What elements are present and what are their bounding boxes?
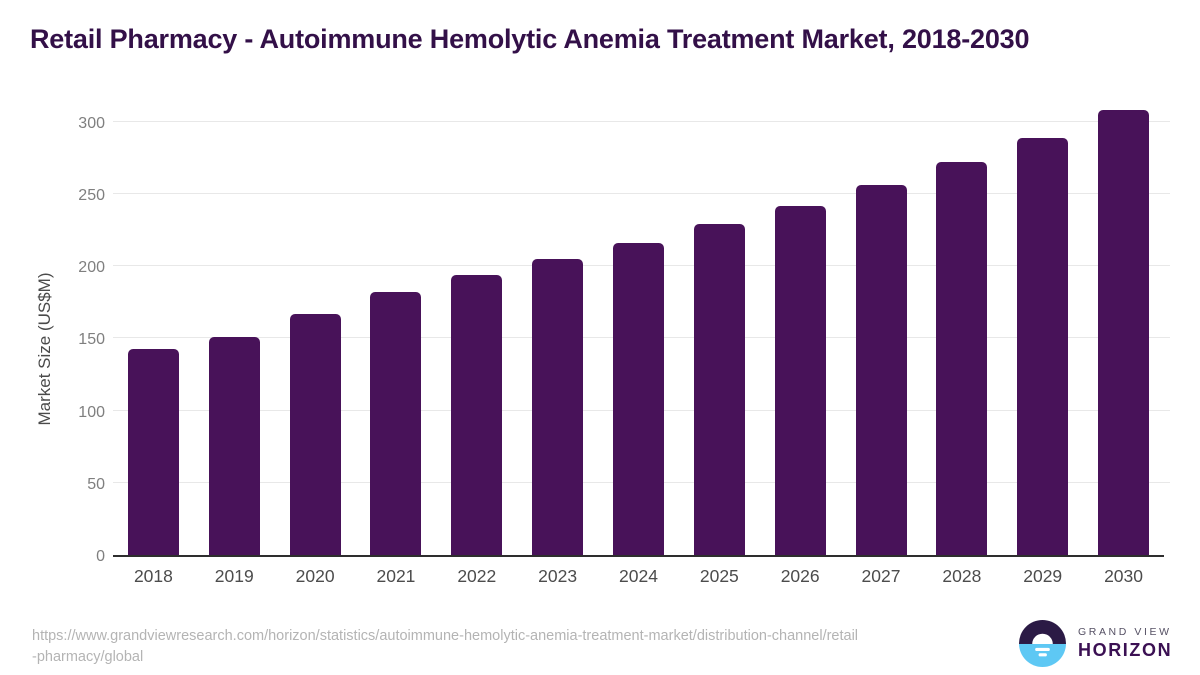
logo-horizon-text: HORIZON: [1078, 640, 1173, 660]
bar-slot-2024: [598, 95, 679, 555]
bar-slot-2022: [436, 95, 517, 555]
bar-2018: [127, 348, 179, 555]
bar-2020: [289, 313, 341, 555]
bar-2021: [370, 292, 422, 555]
x-tick-2027: 2027: [861, 566, 901, 586]
bar-2026: [774, 205, 826, 555]
source-url: https://www.grandviewresearch.com/horizo…: [32, 626, 858, 668]
bars-layer: [113, 95, 1164, 555]
x-tick-2020: 2020: [295, 566, 335, 586]
bar-2030: [1098, 110, 1150, 555]
y-tick-150: 150: [78, 331, 105, 349]
x-tick-2025: 2025: [699, 566, 739, 586]
x-tick-2022: 2022: [457, 566, 497, 586]
x-tick-2019: 2019: [214, 566, 254, 586]
bar-2019: [208, 337, 260, 555]
y-tick-250: 250: [78, 187, 105, 205]
y-tick-300: 300: [78, 114, 105, 132]
x-tick-2026: 2026: [780, 566, 820, 586]
y-tick-200: 200: [78, 259, 105, 277]
bar-slot-2020: [275, 95, 356, 555]
horizon-sunrise-logo-icon: [1019, 620, 1066, 667]
bar-slot-2018: [113, 95, 194, 555]
plot-area: [113, 95, 1170, 557]
x-tick-2018: 2018: [133, 566, 173, 586]
bar-slot-2030: [1083, 95, 1164, 555]
source-url-line-2: -pharmacy/global: [32, 649, 144, 665]
gridline-250: [113, 193, 1170, 195]
bar-slot-2028: [921, 95, 1002, 555]
bar-slot-2026: [760, 95, 841, 555]
bar-2022: [451, 274, 503, 555]
x-tick-2023: 2023: [538, 566, 578, 586]
bar-slot-2027: [841, 95, 922, 555]
y-tick-100: 100: [78, 403, 105, 421]
chart-title: Retail Pharmacy - Autoimmune Hemolytic A…: [30, 24, 1030, 54]
x-tick-2030: 2030: [1104, 566, 1144, 586]
brand-logo: GRAND VIEW HORIZON: [1019, 620, 1172, 667]
bar-2029: [1017, 137, 1069, 555]
gridline-300: [113, 120, 1170, 122]
bar-2027: [855, 185, 907, 555]
bar-slot-2019: [194, 95, 275, 555]
bar-slot-2025: [679, 95, 760, 555]
y-tick-50: 50: [87, 475, 105, 493]
bar-2025: [693, 224, 745, 555]
bar-slot-2021: [356, 95, 437, 555]
x-tick-2028: 2028: [942, 566, 982, 586]
bar-2024: [612, 243, 664, 555]
x-tick-2029: 2029: [1023, 566, 1063, 586]
x-tick-2024: 2024: [619, 566, 658, 586]
logo-wordmark: GRAND VIEW HORIZON: [1078, 626, 1172, 661]
bar-2023: [532, 259, 584, 555]
source-url-line-1: https://www.grandviewresearch.com/horizo…: [32, 628, 859, 644]
logo-grand-view-text: GRAND VIEW: [1078, 626, 1172, 638]
bar-2028: [936, 162, 988, 555]
y-tick-0: 0: [96, 548, 105, 565]
bar-slot-2029: [1002, 95, 1083, 555]
bar-slot-2023: [517, 95, 598, 555]
x-axis-tick-labels: 2018 2019 2020 2021 2022 2023 2024 2025 2026 2027…: [113, 566, 1164, 587]
x-tick-2021: 2021: [376, 566, 416, 586]
